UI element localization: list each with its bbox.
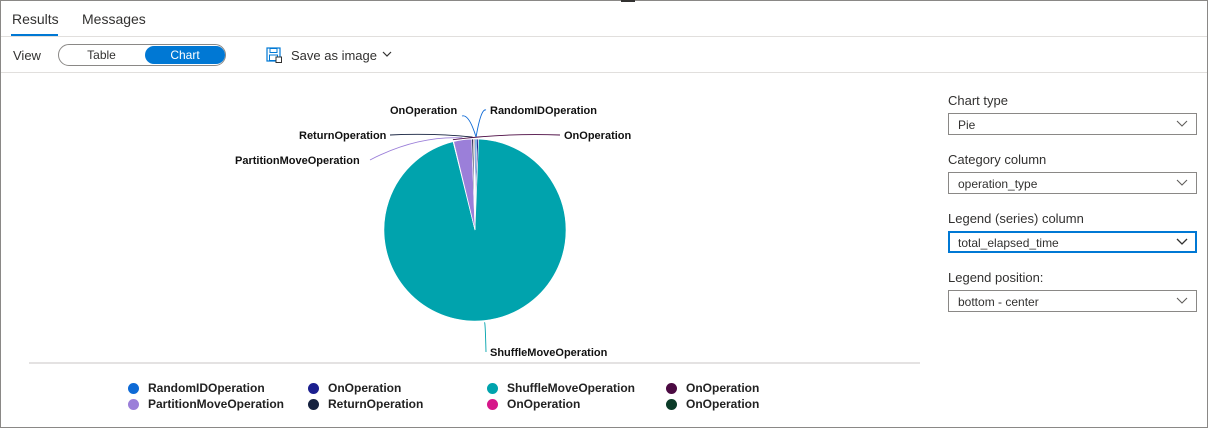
toggle-table-option[interactable]: Table <box>87 48 116 62</box>
legend-column-label: Legend (series) column <box>948 211 1084 226</box>
chart-type-select[interactable]: Pie <box>948 113 1197 135</box>
tab-messages[interactable]: Messages <box>82 11 146 27</box>
legend-label: OnOperation <box>686 397 760 411</box>
slice-label: PartitionMoveOperation <box>235 155 360 167</box>
legend-position-label: Legend position: <box>948 270 1044 285</box>
pie-chart: OnOperation RandomIDOperation ReturnOper… <box>29 105 920 364</box>
top-marker <box>621 0 635 2</box>
leader-line <box>369 137 463 161</box>
pie-slices <box>383 138 567 322</box>
legend-column-value: total_elapsed_time <box>958 236 1059 250</box>
legend-label: PartitionMoveOperation <box>148 397 285 411</box>
chevron-down-icon <box>1176 238 1188 245</box>
category-column-value: operation_type <box>958 177 1038 191</box>
legend-swatch <box>308 383 319 394</box>
legend-position-select[interactable]: bottom - center <box>948 290 1197 312</box>
legend-swatch <box>666 383 677 394</box>
leader-line <box>389 133 473 138</box>
legend-swatch <box>666 399 677 410</box>
slice-label: OnOperation <box>564 130 632 142</box>
legend-label: OnOperation <box>328 381 402 395</box>
legend-swatch <box>487 383 498 394</box>
chart-legend: RandomIDOperation OnOperation ShuffleMov… <box>128 381 808 415</box>
pie-leader-lines <box>369 109 561 353</box>
toggle-chart-option[interactable]: Chart <box>145 46 225 64</box>
chevron-down-icon <box>1176 297 1188 304</box>
legend-label: OnOperation <box>507 397 581 411</box>
legend-label: ReturnOperation <box>328 397 424 411</box>
legend-label: ShuffleMoveOperation <box>507 381 636 395</box>
slice-label: ReturnOperation <box>299 130 387 142</box>
chevron-down-icon[interactable] <box>382 49 392 59</box>
legend-column-select[interactable]: total_elapsed_time <box>948 231 1197 253</box>
active-tab-indicator <box>11 34 58 36</box>
save-as-image-button[interactable]: Save as image <box>291 48 377 63</box>
chart-type-label: Chart type <box>948 93 1008 108</box>
leader-line <box>475 109 487 138</box>
pie-slice <box>474 138 476 231</box>
leader-line <box>452 134 561 141</box>
chevron-down-icon <box>1176 120 1188 127</box>
slice-label: ShuffleMoveOperation <box>490 347 608 359</box>
category-column-select[interactable]: operation_type <box>948 172 1197 194</box>
view-toggle[interactable]: Table Chart <box>58 44 226 66</box>
leader-line <box>461 115 477 138</box>
view-label: View <box>13 48 41 63</box>
slice-label: OnOperation <box>390 105 458 117</box>
legend-swatch <box>487 399 498 410</box>
category-column-label: Category column <box>948 152 1047 167</box>
tab-results[interactable]: Results <box>12 11 59 27</box>
legend-position-value: bottom - center <box>958 295 1039 309</box>
legend-swatch <box>308 399 319 410</box>
chart-type-value: Pie <box>958 118 976 132</box>
legend-label: RandomIDOperation <box>148 381 265 395</box>
legend-label: OnOperation <box>686 381 760 395</box>
leader-line <box>483 322 487 353</box>
legend-swatch <box>128 399 139 410</box>
results-tab-bar: Results Messages <box>1 1 1207 37</box>
legend-swatch <box>128 383 139 394</box>
chevron-down-icon <box>1176 179 1188 186</box>
slice-label: RandomIDOperation <box>490 105 597 117</box>
view-toolbar: View Table Chart Save as image <box>1 37 1207 73</box>
save-image-icon[interactable] <box>266 47 282 63</box>
